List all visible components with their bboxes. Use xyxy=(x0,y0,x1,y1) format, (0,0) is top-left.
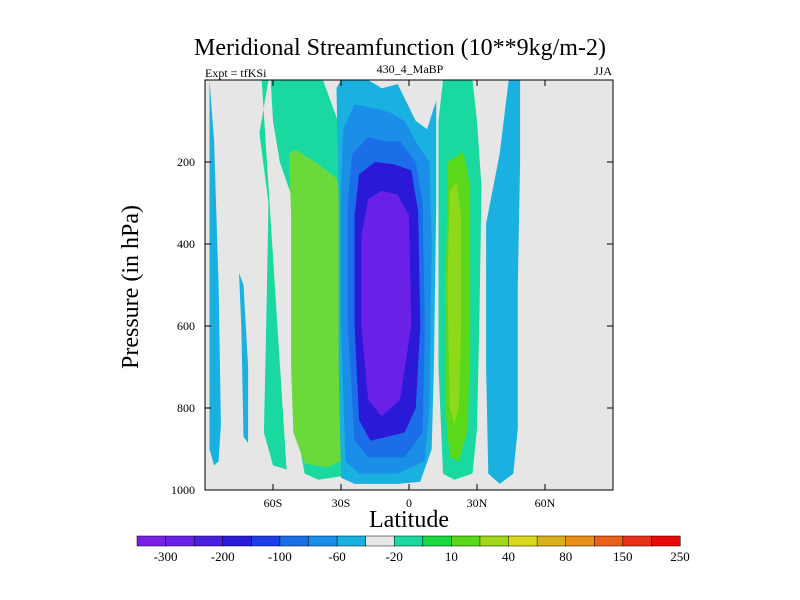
contour-region-0 xyxy=(209,80,221,466)
y-tick-label-2: 600 xyxy=(177,319,195,333)
colorbar-swatch-2 xyxy=(193,535,224,547)
colorbar-labels: -300 -200 -100 -60 -20 10 40 80 150 250 xyxy=(154,549,690,564)
y-tick-label-3: 800 xyxy=(177,401,195,415)
y-tick-label-1: 400 xyxy=(177,237,195,251)
center-label: 430_4_MaBP xyxy=(377,62,444,76)
season-label: JJA xyxy=(594,64,612,78)
colorbar-label-9: 250 xyxy=(670,549,690,564)
contour-region-3 xyxy=(288,149,348,468)
chart-title: Meridional Streamfunction (10**9kg/m-2) xyxy=(194,35,606,61)
colorbar-swatch-4 xyxy=(251,535,281,547)
x-tick-label-4: 60N xyxy=(535,496,556,510)
colorbar-swatch-12 xyxy=(479,535,510,547)
x-axis-ticks: 60S 30S 0 30N 60N xyxy=(264,80,556,510)
experiment-label: Expt = tfKSi xyxy=(205,66,267,80)
colorbar-swatch-18 xyxy=(651,535,681,547)
colorbar-label-3: -60 xyxy=(328,549,345,564)
y-axis-ticks: 200 400 600 800 1000 xyxy=(171,155,613,497)
colorbar-swatch-1 xyxy=(165,535,195,547)
x-tick-label-1: 30S xyxy=(332,496,351,510)
x-tick-label-0: 60S xyxy=(264,496,283,510)
colorbar-swatch-14 xyxy=(536,535,567,547)
colorbar-label-5: 10 xyxy=(445,549,458,564)
x-axis-label: Latitude xyxy=(369,507,449,533)
colorbar-swatch-13 xyxy=(508,535,538,547)
colorbar-swatch-5 xyxy=(279,535,310,547)
contour-region-11 xyxy=(447,182,462,425)
colorbar-swatch-3 xyxy=(222,535,252,547)
colorbar-swatch-0 xyxy=(136,535,167,547)
colorbar-swatch-16 xyxy=(594,535,624,547)
x-tick-label-2: 0 xyxy=(406,496,412,510)
y-tick-label-4: 1000 xyxy=(171,483,195,497)
colorbar-swatch-8 xyxy=(365,535,395,547)
colorbar-swatch-9 xyxy=(393,535,424,547)
colorbar-swatch-15 xyxy=(565,535,595,547)
colorbar-label-7: 80 xyxy=(559,549,572,564)
colorbar-swatch-11 xyxy=(451,535,481,547)
colorbar xyxy=(136,535,681,547)
contour-region-12 xyxy=(486,80,521,484)
contour-region-8 xyxy=(361,190,412,417)
colorbar-label-8: 150 xyxy=(613,549,633,564)
contour-fields xyxy=(209,80,521,484)
colorbar-label-2: -100 xyxy=(268,549,292,564)
colorbar-label-0: -300 xyxy=(154,549,178,564)
colorbar-swatch-6 xyxy=(308,535,338,547)
colorbar-label-6: 40 xyxy=(502,549,515,564)
x-tick-label-3: 30N xyxy=(467,496,488,510)
colorbar-swatch-17 xyxy=(622,535,652,547)
y-axis-label: Pressure (in hPa) xyxy=(118,205,144,369)
colorbar-swatch-10 xyxy=(422,535,452,547)
y-tick-label-0: 200 xyxy=(177,155,195,169)
colorbar-label-1: -200 xyxy=(211,549,235,564)
colorbar-swatch-7 xyxy=(336,535,367,547)
plot-area: 60S 30S 0 30N 60N 200 400 600 800 1000 xyxy=(171,79,614,510)
contour-region-1 xyxy=(239,272,249,443)
colorbar-label-4: -20 xyxy=(386,549,403,564)
